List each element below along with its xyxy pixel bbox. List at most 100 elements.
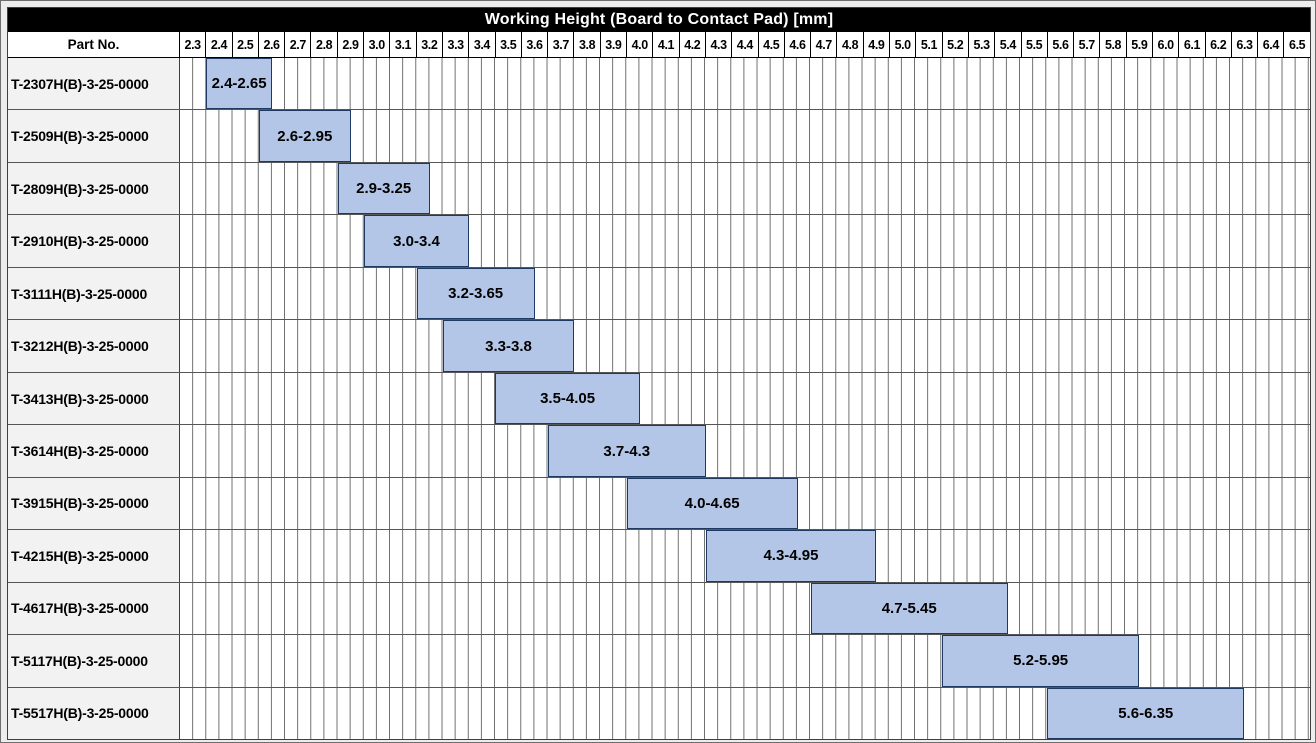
part-no-cell: T-4617H(B)-3-25-0000 <box>8 582 180 635</box>
table-row: T-2307H(B)-3-25-0000 2.4-2.65 <box>8 58 1310 110</box>
table-row: T-3413H(B)-3-25-0000 3.5-4.05 <box>8 371 1310 425</box>
range-bar-label: 4.7-5.45 <box>881 599 937 617</box>
range-bar: 5.2-5.95 <box>942 635 1140 687</box>
axis-tick-label: 2.4 <box>205 32 231 57</box>
range-bar-label: 3.0-3.4 <box>393 232 440 250</box>
table-row: T-5517H(B)-3-25-0000 5.6-6.35 <box>8 686 1310 740</box>
part-no-cell: T-5117H(B)-3-25-0000 <box>8 635 180 687</box>
axis-tick-row: 2.3 2.4 2.5 2.6 2.7 2.8 2.9 3.0 3.1 3.2 3.3 3.4 3.5 3… <box>180 32 1310 57</box>
axis-tick-label: 3.5 <box>494 32 521 57</box>
range-bar: 3.5-4.05 <box>495 372 640 425</box>
axis-tick-label: 3.0 <box>363 32 389 57</box>
part-no-cell: T-3614H(B)-3-25-0000 <box>8 425 180 477</box>
range-bar: 3.7-4.3 <box>547 425 706 477</box>
axis-tick-label: 3.1 <box>389 32 415 57</box>
range-bar-label: 2.4-2.65 <box>211 75 267 93</box>
range-bar: 4.3-4.95 <box>705 530 877 582</box>
range-bar: 4.7-5.45 <box>810 582 1008 635</box>
part-no-cell: T-4215H(B)-3-25-0000 <box>8 530 180 582</box>
axis-tick-label: 4.0 <box>626 32 652 57</box>
axis-tick-label: 4.9 <box>862 32 889 57</box>
table-row: T-3614H(B)-3-25-0000 3.7-4.3 <box>8 424 1310 477</box>
range-bar: 2.4-2.65 <box>206 58 272 110</box>
range-bar: 3.3-3.8 <box>442 320 575 372</box>
axis-tick-label: 2.9 <box>336 32 363 57</box>
axis-tick-label: 2.3 <box>184 37 202 52</box>
axis-tick-label: 2.7 <box>284 32 310 57</box>
table-row: T-3111H(B)-3-25-0000 3.2-3.65 <box>8 266 1310 320</box>
range-bar-label: 3.5-4.05 <box>540 390 596 408</box>
table-row: T-3915H(B)-3-25-0000 4.0-4.65 <box>8 476 1310 530</box>
axis-tick-label: 4.7 <box>810 32 836 57</box>
axis-tick-label: 5.8 <box>1099 32 1125 57</box>
row-chart-area: 2.6-2.95 <box>180 110 1310 162</box>
axis-tick-label: 4.6 <box>783 32 810 57</box>
part-no-cell: T-2509H(B)-3-25-0000 <box>8 110 180 162</box>
range-bar-label: 3.2-3.65 <box>448 285 504 303</box>
table-row: T-5117H(B)-3-25-0000 5.2-5.95 <box>8 634 1310 687</box>
row-chart-area: 3.0-3.4 <box>180 215 1310 267</box>
chart-title: Working Height (Board to Contact Pad) [m… <box>484 11 834 28</box>
axis-tick-label: 5.6 <box>1046 32 1073 57</box>
range-bar: 2.6-2.95 <box>258 110 351 162</box>
axis-tick-label: 6.1 <box>1178 32 1204 57</box>
axis-tick-label: 3.3 <box>441 32 468 57</box>
range-bar-label: 3.3-3.8 <box>485 337 532 355</box>
range-bar: 5.6-6.35 <box>1047 687 1245 740</box>
row-chart-area: 3.3-3.8 <box>180 320 1310 372</box>
range-bar: 4.0-4.65 <box>626 477 798 530</box>
row-chart-area: 4.7-5.45 <box>180 582 1310 635</box>
table-row: T-2809H(B)-3-25-0000 2.9-3.25 <box>8 161 1310 215</box>
range-bar: 3.0-3.4 <box>363 215 470 267</box>
chart-title-bar: Working Height (Board to Contact Pad) [m… <box>8 8 1310 32</box>
table-row: T-2910H(B)-3-25-0000 3.0-3.4 <box>8 214 1310 267</box>
row-chart-area: 3.2-3.65 <box>180 267 1310 320</box>
axis-tick-label: 3.8 <box>573 32 599 57</box>
axis-tick-label: 5.0 <box>889 32 915 57</box>
working-height-chart: Working Height (Board to Contact Pad) [m… <box>7 7 1311 740</box>
axis-tick-label: 4.5 <box>757 32 784 57</box>
row-chart-area: 4.0-4.65 <box>180 477 1310 530</box>
axis-tick-label: 5.5 <box>1020 32 1047 57</box>
axis-tick-label: 4.3 <box>704 32 731 57</box>
axis-tick-label: 6.2 <box>1204 32 1231 57</box>
row-chart-area: 5.2-5.95 <box>180 635 1310 687</box>
axis-tick-label: 2.8 <box>310 32 336 57</box>
row-chart-area: 4.3-4.95 <box>180 530 1310 582</box>
axis-tick-label: 4.2 <box>678 32 705 57</box>
table-row: T-4215H(B)-3-25-0000 4.3-4.95 <box>8 529 1310 582</box>
range-bar-label: 4.3-4.95 <box>763 547 819 565</box>
axis-tick-label: 3.4 <box>468 32 494 57</box>
row-chart-area: 3.7-4.3 <box>180 425 1310 477</box>
table-row: T-2509H(B)-3-25-0000 2.6-2.95 <box>8 109 1310 162</box>
header-row: Part No. 2.3 2.4 2.5 2.6 2.7 2.8 2.9 3.0 3.1 3.2 3… <box>8 32 1310 58</box>
row-chart-area: 5.6-6.35 <box>180 687 1310 740</box>
axis-tick-label: 5.4 <box>994 32 1020 57</box>
axis-tick-label: 4.1 <box>652 32 678 57</box>
table-row: T-4617H(B)-3-25-0000 4.7-5.45 <box>8 581 1310 635</box>
part-no-cell: T-3111H(B)-3-25-0000 <box>8 267 180 320</box>
part-no-cell: T-2307H(B)-3-25-0000 <box>8 58 180 110</box>
part-no-cell: T-2809H(B)-3-25-0000 <box>8 162 180 215</box>
axis-tick-label: 6.5 <box>1283 32 1309 57</box>
part-no-cell: T-5517H(B)-3-25-0000 <box>8 687 180 740</box>
table-row: T-3212H(B)-3-25-0000 3.3-3.8 <box>8 319 1310 372</box>
axis-tick-label: 5.3 <box>967 32 994 57</box>
axis-tick-label: 5.2 <box>941 32 968 57</box>
part-no-cell: T-3915H(B)-3-25-0000 <box>8 477 180 530</box>
range-bar-label: 5.6-6.35 <box>1118 704 1174 722</box>
axis-tick-label: 4.8 <box>836 32 862 57</box>
part-no-cell: T-2910H(B)-3-25-0000 <box>8 215 180 267</box>
axis-tick-label: 3.7 <box>547 32 573 57</box>
range-bar-label: 3.7-4.3 <box>603 442 651 460</box>
axis-tick-label: 3.9 <box>599 32 626 57</box>
chart-rows: T-2307H(B)-3-25-0000 2.4-2.65 T-2509H(B)-3… <box>8 58 1310 740</box>
axis-tick-label: 4.4 <box>731 32 757 57</box>
row-chart-area: 2.4-2.65 <box>180 58 1310 110</box>
axis-tick-label: 5.1 <box>915 32 941 57</box>
range-bar-label: 5.2-5.95 <box>1013 652 1069 670</box>
range-bar-label: 2.6-2.95 <box>277 127 333 145</box>
row-chart-area: 2.9-3.25 <box>180 162 1310 215</box>
range-bar-label: 2.9-3.25 <box>356 180 412 198</box>
